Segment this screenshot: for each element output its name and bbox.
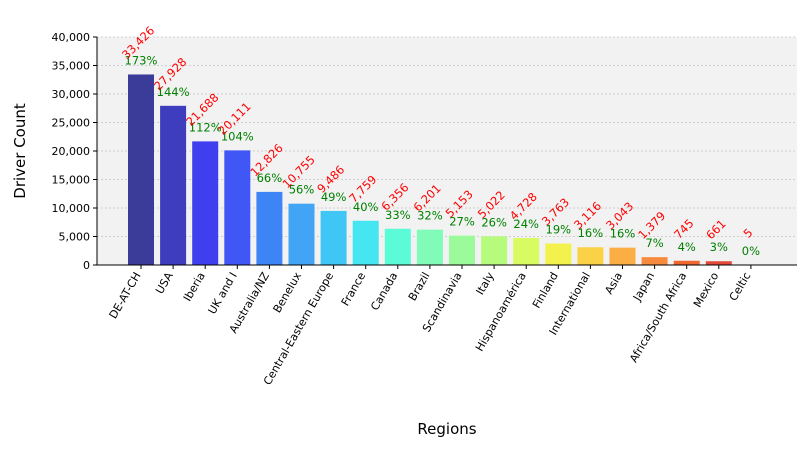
percent-label: 104%: [221, 129, 254, 143]
percent-label: 24%: [513, 217, 539, 231]
bar: [352, 220, 379, 265]
y-tick-label: 20,000: [52, 145, 91, 158]
y-tick-label: 25,000: [52, 117, 91, 130]
bar: [256, 191, 283, 265]
x-axis-title: Regions: [417, 420, 476, 438]
bar: [673, 260, 700, 265]
x-tick-label: USA: [153, 270, 176, 297]
percent-label: 40%: [353, 200, 379, 214]
bar: [577, 247, 604, 265]
y-tick-label: 10,000: [52, 202, 91, 215]
bar: [609, 247, 636, 265]
percent-label: 19%: [546, 223, 572, 237]
x-tick-label: Italy: [474, 270, 497, 298]
percent-label: 112%: [189, 120, 222, 134]
bar: [288, 203, 315, 265]
percent-label: 0%: [742, 244, 760, 258]
x-tick-label: Japan: [630, 270, 657, 304]
percent-label: 173%: [125, 53, 158, 67]
bar: [384, 228, 411, 265]
x-tick-label: France: [339, 270, 369, 308]
bar: [705, 261, 732, 265]
y-axis-title: Driver Count: [11, 103, 29, 199]
bars: [128, 74, 764, 266]
x-tick-label: Finland: [530, 270, 561, 311]
bar: [416, 229, 443, 265]
percent-label: 16%: [610, 227, 636, 241]
y-tick-label: 30,000: [52, 88, 91, 101]
percent-label: 16%: [578, 226, 604, 240]
percent-label: 26%: [481, 215, 507, 229]
x-tick-label: DE-AT-CH: [107, 270, 144, 321]
percent-label: 33%: [385, 208, 411, 222]
x-tick-label: Iberia: [181, 270, 208, 304]
x-tick-label: UK and I: [206, 270, 240, 317]
percent-label: 66%: [257, 171, 283, 185]
percent-label: 56%: [289, 183, 315, 197]
y-tick-label: 35,000: [52, 60, 91, 73]
percent-label: 144%: [157, 85, 190, 99]
bar: [545, 243, 572, 265]
percent-labels: 173% 144% 112%104% 66% 56% 49% 40% 33% 32% 27% 26%…: [125, 53, 761, 257]
bar: [192, 141, 219, 265]
bar: [481, 236, 508, 265]
percent-label: 4%: [678, 240, 696, 254]
bar: [160, 105, 187, 266]
bar: [320, 210, 347, 265]
x-tick-label: Canada: [368, 270, 400, 313]
y-tick-label: 15,000: [52, 174, 91, 187]
percent-label: 3%: [710, 240, 728, 254]
x-tick-label: Mexico: [691, 270, 722, 310]
x-tick-label: Central-Eastern Europe: [261, 270, 336, 388]
bar: [641, 257, 668, 265]
y-tick-label: 0: [83, 259, 90, 272]
percent-label: 32%: [417, 209, 443, 223]
bar: [449, 235, 475, 265]
y-tick-label: 5,000: [59, 231, 91, 244]
x-tick-label: Brazil: [406, 270, 433, 303]
bar: [224, 150, 251, 265]
percent-label: 7%: [645, 236, 663, 250]
x-tick-label: Africa/South Africa: [627, 270, 689, 365]
bar: [513, 238, 540, 265]
percent-label: 49%: [321, 190, 347, 204]
bar: [128, 74, 154, 265]
x-tick-label: Benelux: [271, 270, 305, 316]
percent-label: 27%: [449, 215, 475, 229]
y-tick-label: 40,000: [52, 31, 91, 44]
x-tick-label: Asia: [602, 270, 625, 296]
x-tick-label: Celtic: [727, 270, 754, 303]
y-axis-ticks: 0 5,000 10,000 15,000 20,000 25,000 30,000 35,0…: [52, 31, 97, 272]
